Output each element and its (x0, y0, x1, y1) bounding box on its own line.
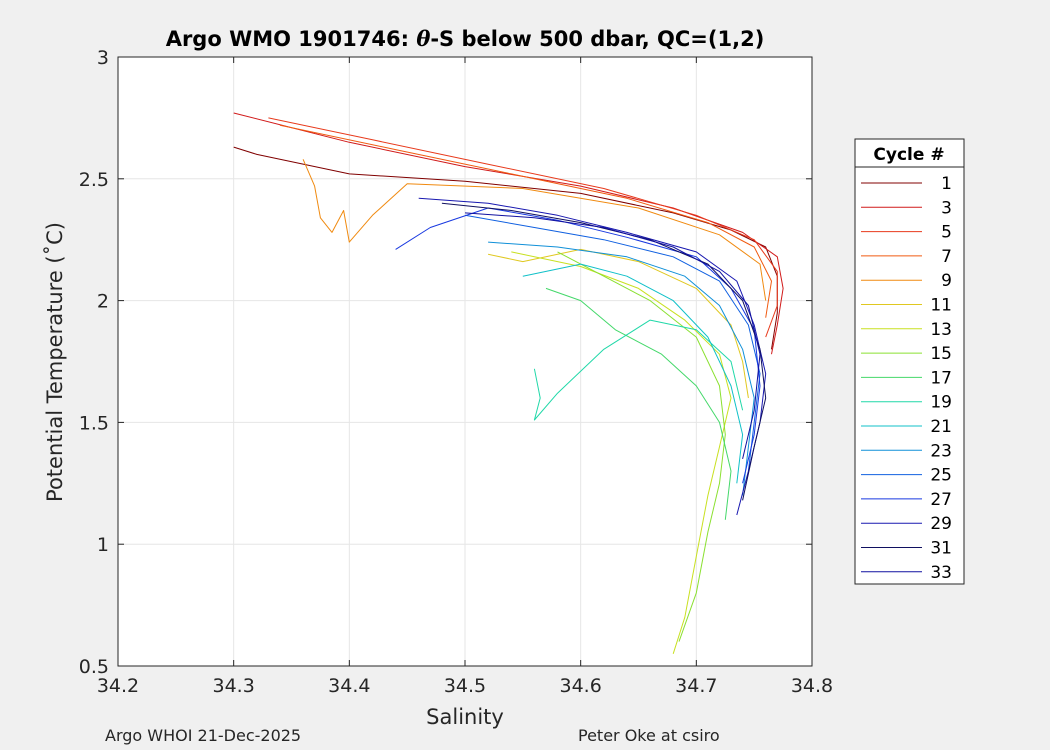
x-axis-label: Salinity (426, 705, 504, 729)
series-line-cycle-27 (395, 207, 761, 484)
legend-box (854, 138, 965, 585)
legend-label-cycle-1: 1 (941, 174, 952, 194)
series-line-cycle-31 (441, 202, 767, 501)
chart-title: Argo WMO 1901746: θ-S below 500 dbar, QC… (166, 26, 765, 51)
series-line-cycle-33 (464, 212, 761, 460)
y-tick-label-5: 3 (97, 47, 109, 69)
title-theta: θ (416, 26, 430, 51)
y-tick-label-0: 0.5 (79, 656, 109, 678)
title-prefix: Argo WMO 1901746: (166, 27, 417, 51)
y-tick-label-1: 1 (97, 534, 109, 556)
series-line-cycle-5 (268, 117, 778, 338)
legend-label-cycle-7: 7 (941, 247, 952, 267)
legend-label-cycle-33: 33 (930, 563, 952, 583)
legend-label-cycle-29: 29 (930, 514, 952, 534)
legend-label-cycle-9: 9 (941, 271, 952, 291)
series-line-cycle-25 (464, 214, 761, 472)
title-suffix: -S below 500 dbar, QC=(1,2) (430, 27, 764, 51)
x-tick-label-1: 34.3 (213, 675, 255, 697)
legend-label-cycle-17: 17 (930, 368, 952, 388)
series-line-cycle-11 (487, 248, 749, 399)
legend-title: Cycle # (873, 145, 944, 165)
series-line-cycle-21 (522, 263, 744, 484)
x-tick-label-3: 34.5 (444, 675, 486, 697)
x-tick-label-4: 34.6 (560, 675, 602, 697)
series-line-cycle-17 (545, 287, 732, 520)
series-line-cycle-23 (488, 241, 755, 496)
legend-label-cycle-23: 23 (930, 441, 952, 461)
legend-label-cycle-19: 19 (930, 393, 952, 413)
x-tick-label-6: 34.8 (791, 675, 833, 697)
y-tick-label-2: 1.5 (79, 412, 109, 434)
series-line-cycle-9 (302, 159, 767, 301)
legend-label-cycle-27: 27 (930, 490, 952, 510)
legend-label-cycle-3: 3 (941, 198, 952, 218)
legend-label-cycle-15: 15 (930, 344, 952, 364)
series-line-cycle-7 (279, 124, 772, 318)
legend-label-cycle-5: 5 (941, 223, 952, 243)
series-line-cycle-15 (557, 251, 726, 642)
x-tick-label-0: 34.2 (97, 675, 139, 697)
y-tick-label-3: 2 (97, 291, 109, 313)
series-line-cycle-13 (511, 251, 732, 654)
footer-source: Argo WHOI 21-Dec-2025 (105, 726, 302, 745)
legend-label-cycle-25: 25 (930, 466, 952, 486)
legend-label-cycle-11: 11 (930, 296, 952, 316)
axis-ticks: 34.2 34.3 34.4 34.5 34.6 34.7 34.8 0.5 1 1.5 2 2.5 3 (79, 47, 833, 697)
x-tick-label-2: 34.4 (328, 675, 370, 697)
legend-label-cycle-31: 31 (930, 539, 952, 559)
x-tick-label-5: 34.7 (675, 675, 717, 697)
legend-label-cycle-13: 13 (930, 320, 952, 340)
series-line-cycle-19 (533, 319, 744, 421)
y-axis-label: Potential Temperature (˚C) (43, 222, 67, 502)
legend-label-cycle-21: 21 (930, 417, 952, 437)
y-tick-label-4: 2.5 (79, 169, 109, 191)
series-lines (233, 112, 784, 654)
footer-author: Peter Oke at csiro (578, 726, 720, 745)
